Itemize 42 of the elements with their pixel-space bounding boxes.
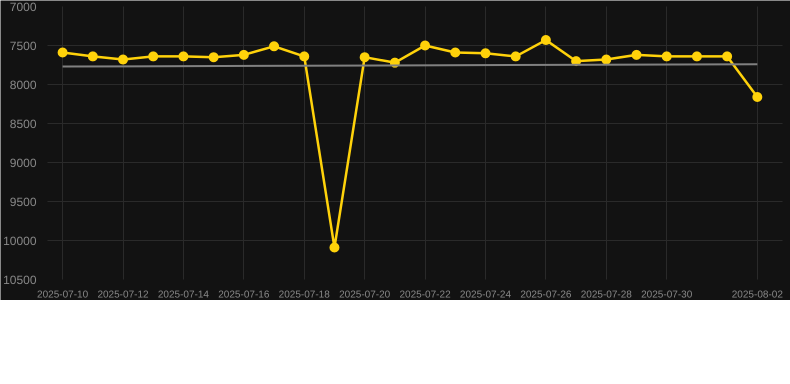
y-tick-label: 7000	[10, 0, 37, 14]
point	[662, 51, 672, 62]
x-tick-label: 2025-07-26	[520, 290, 572, 300]
point	[420, 40, 430, 50]
x-tick-label: 2025-07-30	[641, 290, 693, 300]
point	[752, 92, 762, 102]
point	[360, 52, 370, 62]
y-tick-label: 8000	[10, 78, 37, 92]
x-tick-label: 2025-07-22	[399, 290, 452, 300]
y-tick-label: 7500	[10, 39, 37, 53]
point	[178, 51, 188, 62]
y-tick-label: 9000	[10, 156, 37, 170]
x-tick-label: 2025-07-12	[97, 290, 150, 300]
point	[118, 54, 128, 65]
point	[540, 35, 551, 46]
x-tick-label: 2025-08-02	[732, 290, 784, 300]
point	[450, 48, 460, 58]
x-tick-label: 2025-07-16	[218, 290, 270, 300]
x-tick-label: 2025-07-18	[278, 290, 330, 300]
x-tick-label: 2025-07-28	[580, 290, 632, 300]
point	[692, 51, 702, 62]
x-tick-label: 2025-07-20	[339, 290, 391, 300]
point	[510, 51, 521, 62]
point	[88, 51, 98, 62]
y-tick-label: 10000	[3, 234, 37, 248]
x-tick-label: 2025-07-10	[37, 290, 89, 300]
x-tick-label: 2025-07-14	[158, 290, 210, 300]
point	[269, 41, 280, 52]
point	[632, 50, 642, 60]
point	[238, 50, 249, 60]
y-tick-label: 9500	[10, 195, 37, 209]
point	[601, 54, 612, 65]
y-tick-label: 10500	[3, 273, 37, 287]
y-tick-label: 8500	[10, 117, 37, 131]
point	[329, 242, 340, 253]
point	[58, 48, 68, 58]
point	[722, 51, 732, 62]
point	[480, 48, 490, 58]
point	[148, 51, 158, 62]
point	[208, 52, 219, 62]
x-tick-label: 2025-07-24	[460, 290, 512, 300]
point	[299, 51, 310, 62]
